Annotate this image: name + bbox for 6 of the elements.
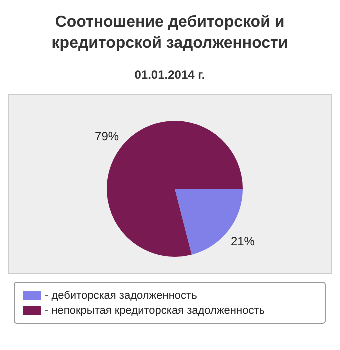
data-label: 79% [95, 129, 120, 144]
legend-label: - непокрытая кредиторская задолженность [45, 304, 265, 316]
data-label: 21% [230, 234, 256, 249]
chart-subtitle: 01.01.2014 г. [134, 68, 206, 82]
legend-label: - дебиторская задолженность [45, 290, 198, 302]
chart-title: Соотношение дебиторской и кредиторской задолженности [50, 13, 290, 54]
